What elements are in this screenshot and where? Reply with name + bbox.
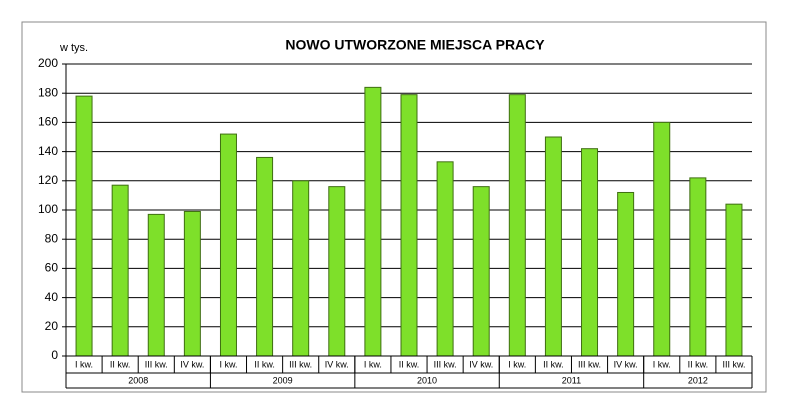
x-tick-label: III kw. [145,359,168,369]
x-tick-label: IV kw. [325,359,349,369]
y-axis-label: w tys. [59,42,88,54]
bar [256,156,274,357]
x-tick-label: I kw. [219,359,237,369]
x-tick-label: III kw. [578,359,601,369]
y-tick-label: 140 [38,144,58,158]
y-tick-label: 0 [51,348,58,362]
x-tick-label: IV kw. [614,359,638,369]
bar [364,86,382,357]
x-tick-label: II kw. [399,359,420,369]
x-tick-label: I kw. [364,359,382,369]
y-tick-label: 180 [38,85,58,99]
y-tick-label: 60 [45,261,59,275]
bar [581,148,599,357]
bar [436,161,454,357]
bar [544,136,562,357]
y-tick-label: 200 [38,56,58,70]
y-tick-label: 100 [38,202,58,216]
bar [508,94,526,357]
y-tick-label: 40 [45,290,59,304]
group-label: 2008 [128,375,148,385]
bar [328,186,346,357]
x-tick-label: II kw. [543,359,564,369]
x-tick-label: I kw. [508,359,526,369]
group-label: 2011 [562,375,581,385]
group-label: 2009 [273,375,293,385]
bar [689,177,707,357]
bar [292,180,310,357]
bar [183,210,201,357]
bar [219,133,237,357]
y-tick-label: 160 [38,115,58,129]
x-tick-label: II kw. [110,359,131,369]
x-tick-label: III kw. [289,359,312,369]
chart-title: NOWO UTWORZONE MIEJSCA PRACY [285,37,545,53]
bar [653,121,671,357]
x-tick-label: IV kw. [180,359,204,369]
x-tick-label: II kw. [254,359,275,369]
x-tick-label: III kw. [722,359,745,369]
group-label: 2010 [417,375,437,385]
y-tick-label: 80 [45,231,59,245]
x-tick-label: III kw. [434,359,457,369]
x-tick-label: IV kw. [469,359,493,369]
bar [617,191,635,357]
y-tick-label: 120 [38,173,58,187]
bar [75,95,93,357]
bar [400,94,418,357]
x-tick-label: I kw. [653,359,671,369]
chart-frame [21,21,767,393]
bar [111,184,129,357]
bar [147,213,165,357]
y-tick-label: 20 [45,319,59,333]
x-tick-label: I kw. [75,359,93,369]
bar [472,186,490,357]
group-label: 2012 [688,375,708,385]
bar [725,203,743,357]
x-tick-label: II kw. [688,359,709,369]
